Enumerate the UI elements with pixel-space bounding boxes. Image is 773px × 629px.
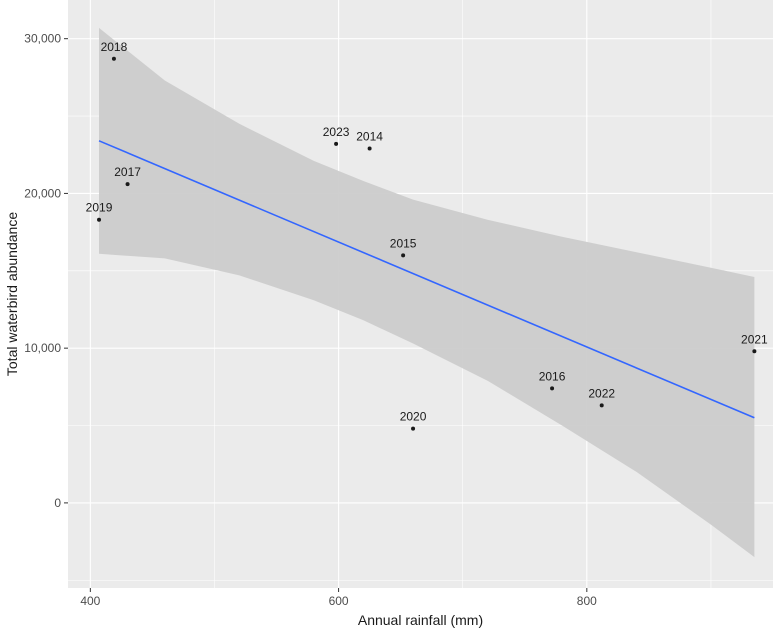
x-axis: 400 600 800 [80,588,597,608]
x-tick-label: 600 [329,594,349,608]
point-label-2015: 2015 [390,236,417,250]
point-label-2018: 2018 [101,40,128,54]
y-tick-label: 30,000 [24,32,61,46]
y-axis-title: Total waterbird abundance [4,212,20,376]
point-label-2020: 2020 [400,410,427,424]
y-tick-label: 0 [54,496,61,510]
y-axis: 0 10,000 20,000 30,000 [24,32,68,510]
data-point-2022 [599,403,604,408]
point-label-2021: 2021 [741,332,768,346]
point-label-2019: 2019 [86,201,113,215]
data-point-2023 [334,141,339,146]
point-label-2016: 2016 [539,369,566,383]
regression-line [98,140,755,419]
x-tick-label: 800 [577,594,597,608]
point-label-2023: 2023 [323,125,350,139]
data-point-2020 [411,426,416,431]
y-tick-label: 10,000 [24,341,61,355]
data-point-2016 [550,386,555,391]
data-points [97,56,757,431]
x-tick-label: 400 [80,594,100,608]
point-label-2022: 2022 [588,386,615,400]
data-point-2017 [125,182,130,187]
point-label-2017: 2017 [114,165,141,179]
data-point-2021 [752,349,757,354]
data-point-2014 [367,146,372,151]
data-point-2018 [111,56,116,61]
point-label-2014: 2014 [356,130,383,144]
confidence-band [99,27,755,558]
data-point-2015 [401,253,406,258]
point-labels: 2018 2017 2019 2023 2014 2015 2020 2016 2022 2021 [86,40,768,424]
data-point-2019 [97,217,102,222]
y-tick-label: 20,000 [24,186,61,200]
x-axis-title: Annual rainfall (mm) [358,612,483,628]
